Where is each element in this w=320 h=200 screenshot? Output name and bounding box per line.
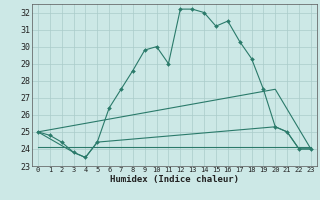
X-axis label: Humidex (Indice chaleur): Humidex (Indice chaleur) [110,175,239,184]
